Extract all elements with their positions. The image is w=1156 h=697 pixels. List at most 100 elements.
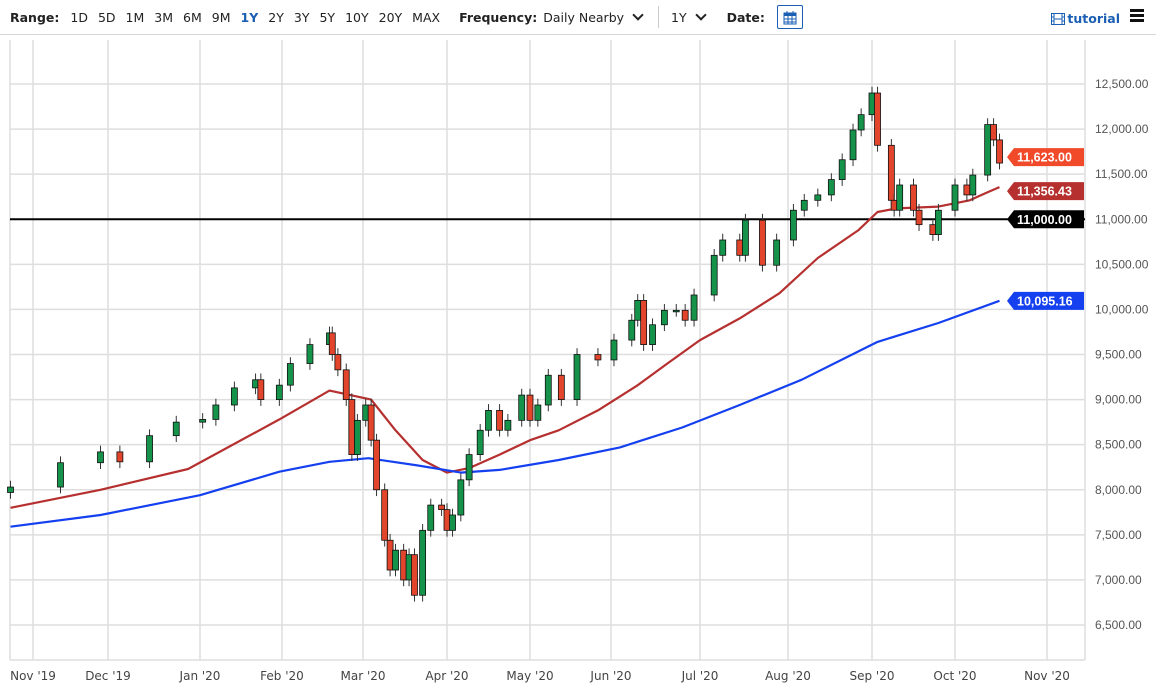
range-1m[interactable]: 1M xyxy=(125,9,145,25)
range-2y[interactable]: 2Y xyxy=(268,9,284,25)
candle-body-down xyxy=(594,354,602,361)
candle-body-up xyxy=(984,124,992,176)
x-tick-label: Oct '20 xyxy=(933,669,976,683)
candle xyxy=(427,498,435,537)
range-buttons: 1D 5D 1M 3M 6M 9M 1Y 2Y 3Y 5Y 10Y 20Y MAX xyxy=(65,10,445,25)
y-tick-label: 9,000.00 xyxy=(1095,393,1142,407)
candle xyxy=(849,123,857,167)
candle xyxy=(736,233,744,262)
period-select[interactable]: 1Y xyxy=(671,9,713,25)
candle xyxy=(199,413,207,429)
frequency-select[interactable]: Daily Nearby xyxy=(543,9,650,25)
candle-body-down xyxy=(116,451,124,463)
candle-body-down xyxy=(334,354,342,371)
candle-body-up xyxy=(857,114,865,131)
candle xyxy=(610,333,618,367)
candle xyxy=(457,473,465,522)
tutorial-label: tutorial xyxy=(1067,11,1120,26)
candle-body-down xyxy=(910,184,917,211)
y-tick-label: 8,500.00 xyxy=(1095,438,1142,452)
candle-body-down xyxy=(963,184,971,196)
candle-body-up xyxy=(7,486,14,493)
candle-body-down xyxy=(328,332,336,355)
candle xyxy=(896,178,904,217)
candle-body-up xyxy=(457,479,465,516)
candle xyxy=(275,378,283,406)
y-tick-label: 7,000.00 xyxy=(1095,573,1142,587)
candle xyxy=(172,415,180,442)
candle xyxy=(373,433,380,497)
candle xyxy=(544,368,552,412)
x-tick-label: Jul '20 xyxy=(681,669,719,683)
range-3m[interactable]: 3M xyxy=(154,9,174,25)
hamburger-menu-icon[interactable] xyxy=(1130,9,1144,24)
candle xyxy=(649,318,656,351)
candle-body-up xyxy=(230,387,238,406)
candle-body-down xyxy=(887,144,895,201)
candle xyxy=(419,524,427,602)
candle xyxy=(97,445,104,470)
range-5y[interactable]: 5Y xyxy=(319,9,336,25)
y-tick-label: 12,000.00 xyxy=(1095,122,1149,136)
candle-body-up xyxy=(504,419,512,431)
range-label: Range: xyxy=(10,9,60,25)
price-badge: 11,000.00 xyxy=(1007,210,1084,229)
candle xyxy=(951,178,959,217)
calendar-button[interactable] xyxy=(776,5,803,29)
candle xyxy=(485,404,492,437)
candle-body-up xyxy=(573,354,581,400)
x-tick-label: Feb '20 xyxy=(260,669,304,683)
price-badge: 11,623.00 xyxy=(1007,148,1084,167)
x-tick-label: Sep '20 xyxy=(850,669,895,683)
candle-body-up xyxy=(427,504,435,531)
candle-body-down xyxy=(443,509,451,531)
candle xyxy=(887,139,895,207)
candle xyxy=(392,543,399,577)
candle-body-up xyxy=(969,174,977,196)
candle xyxy=(759,213,766,272)
candle-body-up xyxy=(790,209,797,241)
candle xyxy=(573,348,581,406)
candle xyxy=(411,548,418,602)
candle-body-up xyxy=(275,384,283,400)
candle-body-up xyxy=(935,209,942,235)
candle-body-up xyxy=(634,300,642,321)
tutorial-link[interactable]: tutorial xyxy=(1051,11,1120,26)
candle-body-down xyxy=(496,410,503,431)
range-9m[interactable]: 9M xyxy=(211,9,231,25)
range-10y[interactable]: 10Y xyxy=(345,9,369,25)
range-max[interactable]: MAX xyxy=(412,9,441,25)
candle xyxy=(742,213,749,262)
candle-body-up xyxy=(814,194,822,201)
candle-body-down xyxy=(367,404,375,441)
x-tick-label: Nov '19 xyxy=(10,669,56,683)
candle xyxy=(990,118,997,147)
candle xyxy=(230,381,238,412)
frequency-label: Frequency: xyxy=(459,9,538,25)
ma-long-line xyxy=(10,299,1000,528)
candle-body-up xyxy=(199,419,207,423)
range-20y[interactable]: 20Y xyxy=(378,9,403,25)
candle xyxy=(526,388,534,427)
candle-body-down xyxy=(411,554,418,596)
candle-body-up xyxy=(286,363,294,386)
candle xyxy=(827,173,835,202)
x-tick-label: Jan '20 xyxy=(179,669,221,683)
candle-body-down xyxy=(929,224,937,235)
candle xyxy=(710,249,718,302)
price-badge-label: 10,095.16 xyxy=(1017,294,1073,308)
range-6m[interactable]: 6M xyxy=(183,9,202,25)
range-1y[interactable]: 1Y xyxy=(240,9,259,25)
range-5d[interactable]: 5D xyxy=(97,9,116,25)
toolbar: Range: 1D 5D 1M 3M 6M 9M 1Y 2Y 3Y 5Y 10Y 20Y MAX Fre… xyxy=(0,0,1156,35)
price-chart[interactable]: 6,500.00 7,000.00 7,500.00 8,000.00 8,500.00… xyxy=(0,35,1156,697)
range-3y[interactable]: 3Y xyxy=(293,9,310,25)
chevron-down-icon xyxy=(694,9,707,21)
range-1d[interactable]: 1D xyxy=(70,9,88,25)
candle xyxy=(634,294,642,327)
candle-body-down xyxy=(526,394,534,421)
y-tick-label: 7,500.00 xyxy=(1095,528,1142,542)
y-tick-label: 8,000.00 xyxy=(1095,483,1142,497)
price-badge-label: 11,623.00 xyxy=(1017,151,1072,165)
candle-body-up xyxy=(97,451,104,464)
